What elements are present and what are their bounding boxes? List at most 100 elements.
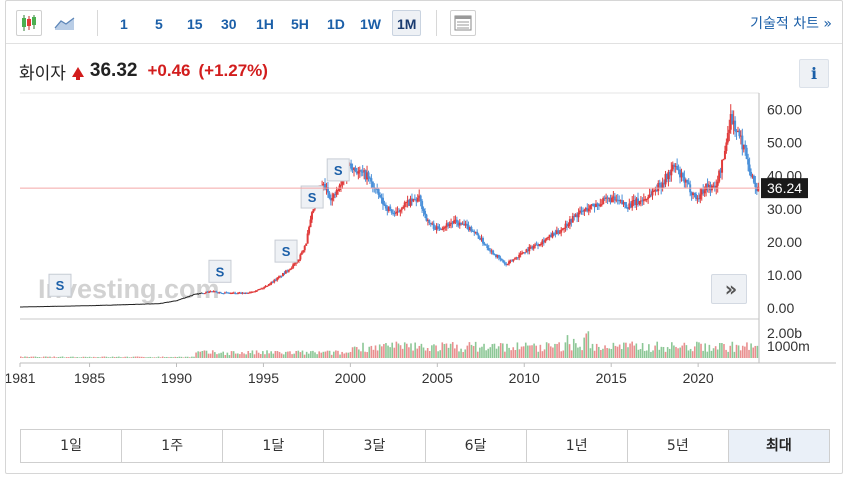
candle-body: [716, 181, 719, 186]
volume-bar: [153, 357, 156, 358]
volume-bar: [80, 357, 83, 358]
candle-body: [558, 232, 561, 234]
range-1-day[interactable]: 1일: [21, 430, 123, 462]
volume-bar: [291, 354, 293, 358]
volume-bar: [654, 345, 656, 358]
candle-body: [355, 171, 358, 174]
volume-bar: [26, 356, 28, 358]
candle-body: [424, 210, 427, 215]
interval-1m[interactable]: 1M: [392, 10, 422, 36]
range-6-month[interactable]: 6달: [426, 430, 527, 462]
candle-body: [351, 168, 354, 170]
volume-bar: [53, 356, 55, 358]
info-button[interactable]: i: [799, 59, 829, 88]
volume-bar: [639, 349, 642, 358]
volume-bar: [460, 348, 462, 358]
candlestick-icon[interactable]: [16, 10, 42, 36]
candle-body: [481, 237, 484, 244]
volume-bar: [266, 350, 268, 358]
volume-bar: [566, 335, 569, 358]
candle-body: [445, 223, 448, 227]
candle-body: [551, 233, 554, 238]
volume-bar: [733, 351, 736, 358]
candle-body: [523, 252, 526, 254]
interval-5[interactable]: 5: [155, 16, 163, 32]
candle-body: [277, 276, 280, 278]
range-1-week[interactable]: 1주: [122, 430, 224, 462]
area-chart-icon[interactable]: [52, 10, 78, 36]
candle-body: [732, 120, 735, 125]
candle-body: [361, 171, 364, 173]
interval-1[interactable]: 1: [120, 16, 128, 32]
candle-body: [335, 190, 338, 195]
volume-bar: [662, 346, 665, 358]
split-marker[interactable]: S: [48, 273, 72, 297]
split-marker[interactable]: S: [300, 185, 324, 209]
table-icon[interactable]: [450, 10, 476, 36]
interval-1d[interactable]: 1D: [327, 16, 345, 32]
volume-bar: [714, 346, 717, 358]
volume-bar: [635, 343, 638, 358]
interval-15[interactable]: 15: [187, 16, 203, 32]
candle-body: [538, 244, 541, 246]
candle-body: [681, 173, 684, 177]
candle-body: [567, 224, 570, 227]
candle-body: [354, 167, 357, 172]
interval-30[interactable]: 30: [221, 16, 237, 32]
volume-bar: [358, 349, 360, 358]
volume-bar: [193, 356, 195, 358]
candle-body: [545, 237, 548, 240]
candle-body: [454, 219, 457, 221]
candle-body: [645, 198, 648, 200]
volume-bar: [510, 350, 512, 358]
interval-5h[interactable]: 5H: [291, 16, 309, 32]
volume-bar: [387, 345, 389, 358]
volume-bar: [257, 352, 260, 358]
volume-bar: [439, 350, 442, 358]
volume-bar: [689, 348, 692, 358]
candle-body: [529, 246, 532, 248]
candle-body: [663, 182, 666, 185]
volume-bar: [514, 350, 517, 358]
candle-body: [239, 292, 242, 294]
interval-1w[interactable]: 1W: [360, 16, 381, 32]
split-marker[interactable]: S: [208, 259, 232, 283]
candle-body: [616, 199, 619, 201]
candle-body: [667, 171, 670, 180]
technical-chart-link[interactable]: 기술적 차트 »: [750, 16, 832, 32]
volume-bar: [595, 343, 598, 358]
range-1-year[interactable]: 1년: [527, 430, 628, 462]
split-marker[interactable]: S: [274, 239, 298, 263]
candle-body: [734, 120, 737, 132]
split-marker[interactable]: S: [326, 158, 350, 182]
range-1-month[interactable]: 1달: [223, 430, 325, 462]
volume-bar: [389, 347, 391, 358]
volume-bar: [497, 346, 500, 358]
interval-1h[interactable]: 1H: [256, 16, 274, 32]
volume-bar: [289, 351, 291, 358]
volume-bar: [458, 351, 460, 358]
volume-bar: [237, 353, 239, 358]
range-max[interactable]: 최대: [728, 430, 829, 462]
volume-bar: [105, 356, 108, 358]
candle-body: [477, 234, 480, 239]
candle-body: [352, 167, 355, 170]
volume-bar: [59, 356, 62, 358]
candle-body: [225, 292, 228, 294]
split-marker-label: S: [216, 264, 225, 279]
candle-body: [279, 275, 282, 277]
volume-bar: [270, 351, 272, 358]
candle-body: [532, 245, 535, 249]
range-3-month[interactable]: 3달: [324, 430, 426, 462]
volume-bar: [673, 345, 675, 358]
candle-body: [213, 291, 216, 293]
scroll-right-button[interactable]: ››: [711, 274, 747, 304]
candle-body: [647, 197, 650, 199]
candle-body: [570, 219, 573, 223]
range-5-year[interactable]: 5년: [628, 430, 729, 462]
volume-bar: [224, 355, 227, 358]
candle-body: [638, 201, 641, 205]
volume-bar: [332, 351, 335, 358]
candle-body: [310, 212, 313, 220]
volume-bar: [516, 342, 519, 358]
